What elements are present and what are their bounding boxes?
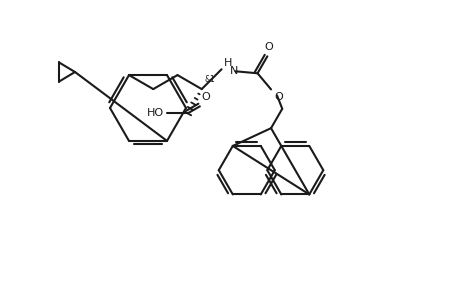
Text: O: O bbox=[274, 92, 283, 102]
Text: O: O bbox=[202, 92, 211, 102]
Text: H: H bbox=[224, 58, 232, 68]
Text: &1: &1 bbox=[205, 75, 215, 84]
Text: O: O bbox=[264, 42, 272, 52]
Text: N: N bbox=[230, 66, 238, 76]
Text: HO: HO bbox=[147, 108, 164, 118]
